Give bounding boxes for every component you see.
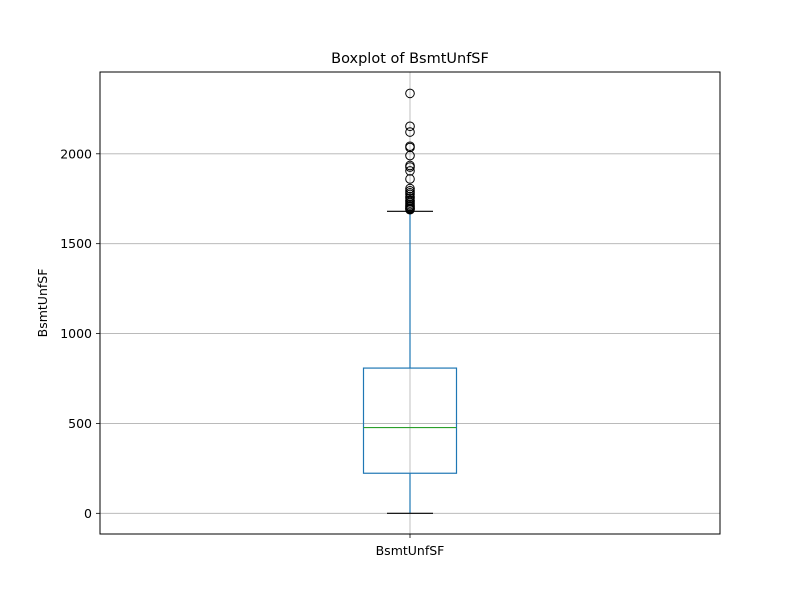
y-axis-label: BsmtUnfSF [35,269,50,338]
outlier-point [405,191,415,202]
plot-area: 0 500 1000 1500 2000 BsmtUnfSF [60,71,721,558]
outlier-point [405,127,415,137]
outlier-point [405,166,415,176]
outlier-point [405,195,415,206]
y-tick-label: 1500 [60,236,92,251]
outlier-point [405,121,415,132]
outlier-point [405,88,415,99]
y-tick-label: 1000 [60,326,92,341]
outlier-point [405,183,415,194]
outlier-point [405,174,415,184]
iqr-box [362,367,458,474]
y-tick-label: 2000 [60,146,92,161]
outlier-point [405,160,415,171]
outlier-point [405,150,415,161]
outlier-point [405,141,415,152]
outlier-point [405,186,415,196]
y-tick-label: 0 [84,506,92,521]
chart-title: Boxplot of BsmtUnfSF [331,51,489,67]
y-tick-label: 500 [68,416,92,431]
x-tick-label: BsmtUnfSF [376,543,445,558]
